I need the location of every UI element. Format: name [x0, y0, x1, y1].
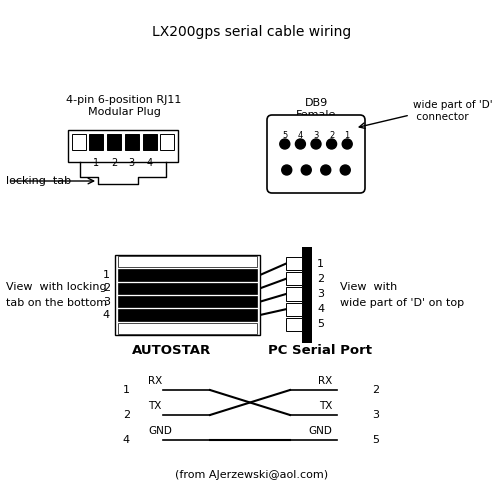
- Text: 2: 2: [103, 284, 110, 294]
- Text: 2: 2: [111, 158, 117, 168]
- Text: 4: 4: [147, 158, 153, 168]
- Text: 5: 5: [372, 435, 379, 445]
- Text: 3: 3: [372, 410, 379, 420]
- Text: 5: 5: [282, 132, 287, 140]
- Circle shape: [280, 139, 290, 149]
- Text: 3: 3: [313, 132, 319, 140]
- Circle shape: [311, 139, 321, 149]
- Text: 3: 3: [103, 296, 110, 306]
- Text: 2: 2: [372, 385, 379, 395]
- Text: LX200gps serial cable wiring: LX200gps serial cable wiring: [152, 25, 352, 39]
- Text: AUTOSTAR: AUTOSTAR: [133, 344, 212, 356]
- Text: wide part of 'D' on top: wide part of 'D' on top: [340, 298, 464, 308]
- Text: 2: 2: [317, 274, 324, 284]
- Text: (from AJerzewski@aol.com): (from AJerzewski@aol.com): [175, 470, 329, 480]
- Text: View  with locking: View with locking: [6, 282, 107, 292]
- Text: 2: 2: [123, 410, 130, 420]
- Bar: [286, 318, 302, 331]
- Text: 1: 1: [103, 270, 110, 280]
- Text: connector: connector: [413, 112, 469, 122]
- Text: 3: 3: [129, 158, 135, 168]
- Text: GND: GND: [148, 426, 172, 436]
- Bar: [68, 130, 178, 162]
- Text: GND: GND: [308, 426, 332, 436]
- Text: RX: RX: [148, 376, 162, 386]
- Circle shape: [301, 165, 311, 175]
- Text: 3: 3: [317, 289, 324, 299]
- Text: RX: RX: [318, 376, 332, 386]
- Bar: [286, 302, 302, 316]
- Bar: [118, 282, 257, 294]
- Circle shape: [327, 139, 337, 149]
- Text: 4-pin 6-position RJ11: 4-pin 6-position RJ11: [67, 95, 181, 105]
- Bar: [125, 134, 139, 150]
- Bar: [286, 288, 302, 300]
- Circle shape: [295, 139, 305, 149]
- Circle shape: [340, 165, 350, 175]
- Bar: [143, 134, 157, 150]
- Bar: [115, 255, 260, 335]
- Text: wide part of 'D': wide part of 'D': [413, 100, 492, 110]
- Bar: [72, 134, 86, 150]
- Bar: [107, 134, 121, 150]
- Text: 1: 1: [317, 258, 324, 268]
- Text: locking  tab: locking tab: [6, 176, 71, 186]
- Text: 2: 2: [329, 132, 334, 140]
- Circle shape: [321, 165, 331, 175]
- Text: 5: 5: [317, 320, 324, 330]
- Text: tab on the bottom: tab on the bottom: [6, 298, 107, 308]
- Bar: [286, 272, 302, 285]
- Text: Modular Plug: Modular Plug: [88, 107, 160, 117]
- Text: PC Serial Port: PC Serial Port: [268, 344, 372, 356]
- Bar: [160, 134, 174, 150]
- Text: TX: TX: [148, 401, 161, 411]
- Bar: [286, 257, 302, 270]
- Bar: [118, 322, 257, 334]
- FancyBboxPatch shape: [267, 115, 365, 193]
- Circle shape: [342, 139, 352, 149]
- Bar: [302, 247, 312, 343]
- Text: DB9: DB9: [304, 98, 328, 108]
- Bar: [118, 296, 257, 308]
- Bar: [118, 270, 257, 280]
- Text: 1: 1: [123, 385, 130, 395]
- Bar: [118, 310, 257, 320]
- Bar: [118, 256, 257, 268]
- Text: 4: 4: [317, 304, 324, 314]
- Text: 4: 4: [298, 132, 303, 140]
- Bar: [89, 134, 103, 150]
- Text: 1: 1: [93, 158, 99, 168]
- Text: View  with: View with: [340, 282, 397, 292]
- Text: 4: 4: [123, 435, 130, 445]
- Text: TX: TX: [319, 401, 332, 411]
- Circle shape: [282, 165, 292, 175]
- Text: 1: 1: [345, 132, 350, 140]
- Text: 4: 4: [103, 310, 110, 320]
- Text: Female: Female: [296, 110, 336, 120]
